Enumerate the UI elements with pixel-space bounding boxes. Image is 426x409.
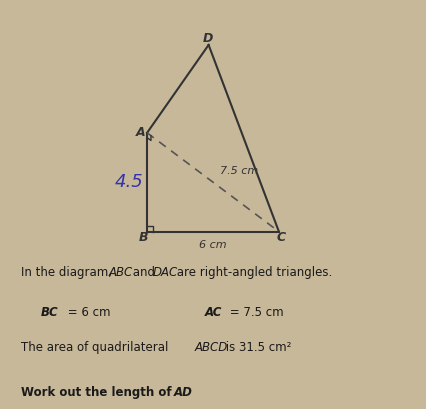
Text: is 31.5 cm²: is 31.5 cm² — [222, 341, 291, 354]
Text: BC: BC — [41, 306, 59, 319]
Text: DAC: DAC — [153, 266, 178, 279]
Text: are right-angled triangles.: are right-angled triangles. — [173, 266, 333, 279]
Text: ABCD: ABCD — [195, 341, 228, 354]
Text: and: and — [129, 266, 159, 279]
Text: C: C — [276, 231, 286, 244]
Text: B: B — [138, 231, 148, 244]
Text: D: D — [202, 32, 213, 45]
Text: = 7.5 cm: = 7.5 cm — [227, 306, 284, 319]
Text: AD: AD — [174, 386, 193, 399]
Text: 4.5: 4.5 — [115, 173, 144, 191]
Text: 7.5 cm: 7.5 cm — [219, 166, 258, 175]
Text: In the diagram,: In the diagram, — [21, 266, 115, 279]
Text: A: A — [136, 126, 146, 139]
Text: = 6 cm: = 6 cm — [64, 306, 110, 319]
Text: The area of quadrilateral: The area of quadrilateral — [21, 341, 172, 354]
Text: Work out the length of: Work out the length of — [21, 386, 176, 399]
Text: ABC: ABC — [109, 266, 133, 279]
Text: AC: AC — [205, 306, 222, 319]
Text: 6 cm: 6 cm — [199, 240, 227, 250]
